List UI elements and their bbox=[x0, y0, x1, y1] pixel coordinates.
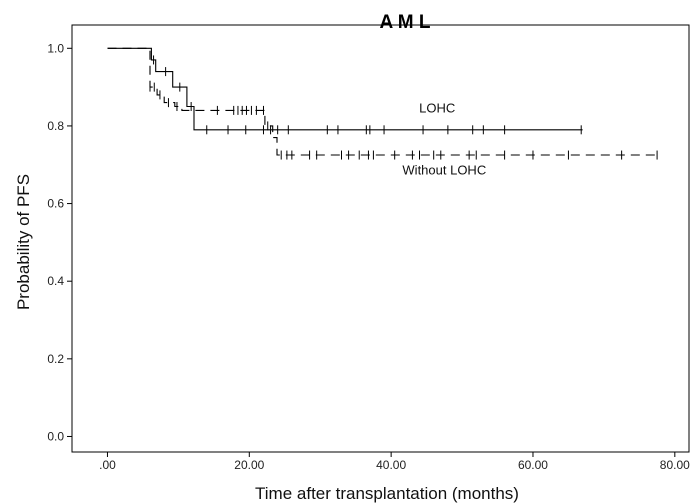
y-tick-label: 0.2 bbox=[47, 352, 64, 366]
series-lohc-line bbox=[107, 47, 583, 131]
plot-frame bbox=[71, 24, 690, 453]
x-tick-label: 20.00 bbox=[234, 458, 264, 472]
series-without-lohc-line bbox=[107, 47, 658, 156]
y-tick-label: 0.6 bbox=[47, 197, 64, 211]
x-axis-title: Time after transplantation (months) bbox=[255, 484, 519, 503]
y-tick-label: 0.0 bbox=[47, 429, 64, 443]
series-layer bbox=[107, 47, 658, 160]
x-tick-label: .00 bbox=[99, 458, 116, 472]
x-tick-label: 60.00 bbox=[518, 458, 548, 472]
x-tick-label: 80.00 bbox=[660, 458, 690, 472]
annotation-label: Without LOHC bbox=[402, 162, 486, 177]
y-tick-label: 1.0 bbox=[47, 41, 64, 55]
annotation-label: LOHC bbox=[419, 100, 455, 115]
x-axis: .00 20.00 40.00 60.00 80.00 bbox=[99, 452, 690, 472]
chart-title: A M L bbox=[379, 12, 430, 33]
y-axis: 0.0 0.2 0.4 0.6 0.8 1.0 bbox=[47, 41, 72, 443]
y-axis-title: Probability of PFS bbox=[14, 174, 33, 310]
y-tick-label: 0.4 bbox=[47, 274, 64, 288]
x-tick-label: 40.00 bbox=[376, 458, 406, 472]
y-tick-label: 0.8 bbox=[47, 119, 64, 133]
annotations: LOHC Without LOHC bbox=[402, 100, 486, 177]
